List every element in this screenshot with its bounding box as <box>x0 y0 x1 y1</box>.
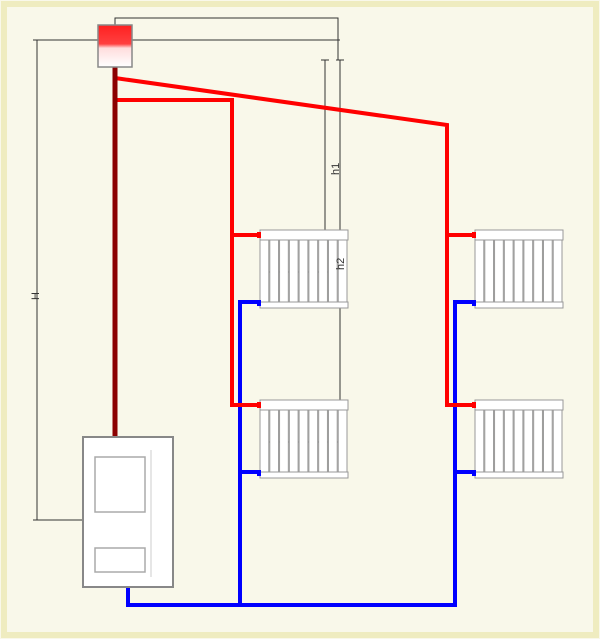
expansion-tank <box>98 25 132 67</box>
label-H: H <box>30 292 42 300</box>
radiator-2 <box>472 230 563 308</box>
label-h2: h2 <box>335 258 347 270</box>
radiator-4 <box>472 400 563 478</box>
radiator-3 <box>257 400 348 478</box>
boiler <box>83 437 173 587</box>
label-h1: h1 <box>330 163 342 175</box>
